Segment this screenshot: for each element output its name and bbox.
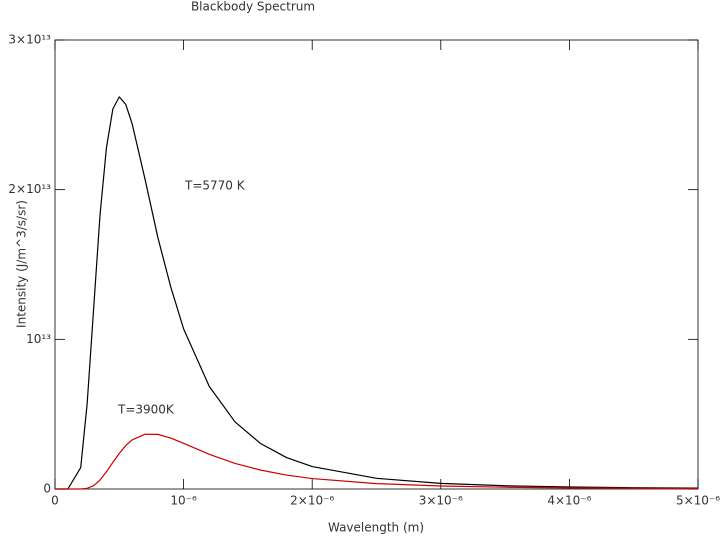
y-tick-label: 3×10¹³ — [8, 33, 51, 47]
x-tick-label: 0 — [51, 494, 59, 508]
y-tick-label: 2×10¹³ — [8, 182, 51, 196]
y-tick-label: 10¹³ — [26, 332, 51, 346]
x-tick-label: 2×10⁻⁶ — [290, 494, 334, 508]
x-axis-label: Wavelength (m) — [328, 521, 424, 535]
series-line — [55, 433, 699, 490]
plot-frame — [54, 39, 699, 490]
series-line — [55, 96, 699, 490]
x-tick-label: 4×10⁻⁶ — [547, 494, 591, 508]
curve-label: T=5770 K — [184, 179, 246, 193]
x-tick-label: 5×10⁻⁶ — [676, 494, 720, 508]
y-tick-label: 0 — [43, 482, 51, 496]
y-axis-label: Intensity (J/m^3/s/sr) — [15, 200, 29, 328]
x-tick-label: 10⁻⁶ — [170, 494, 197, 508]
x-tick-label: 3×10⁻⁶ — [419, 494, 463, 508]
curve-label: T=3900K — [117, 403, 175, 417]
chart-title: Blackbody Spectrum — [191, 0, 315, 14]
